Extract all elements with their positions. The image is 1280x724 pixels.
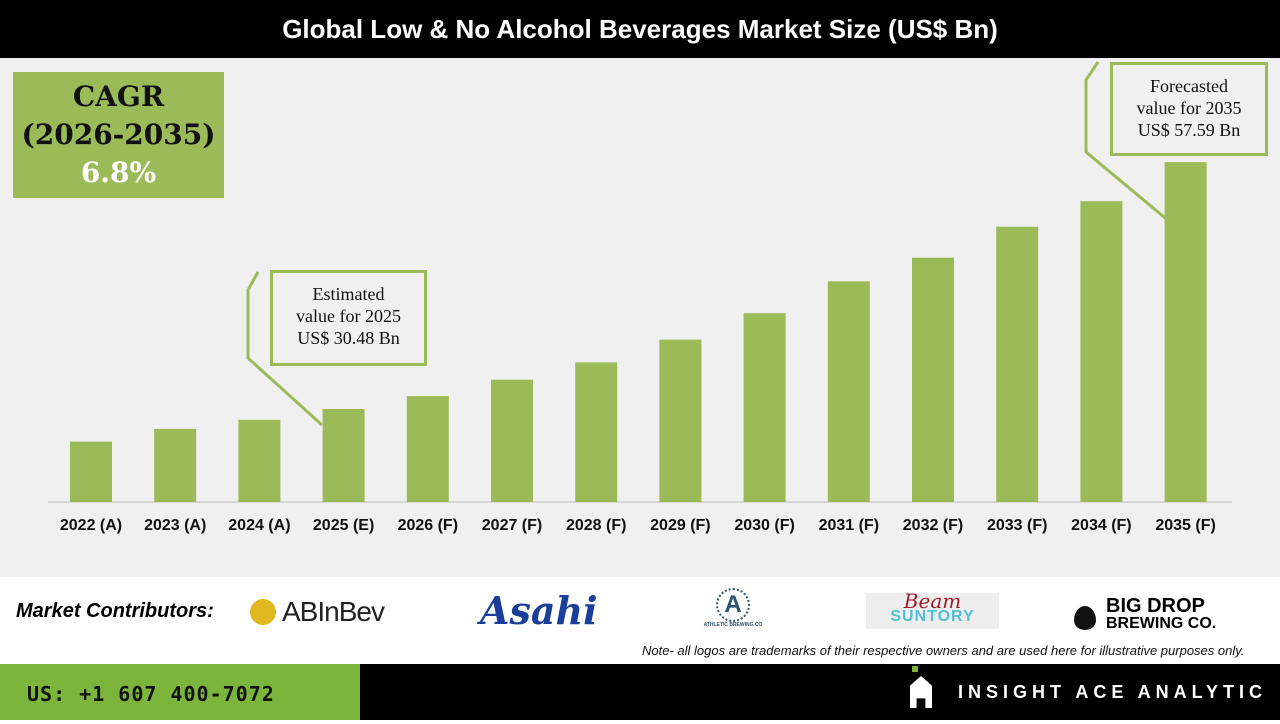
abinbev-logo: ABInBev (250, 596, 385, 628)
big-drop-logo: BIG DROP BREWING CO. (1074, 595, 1217, 632)
est-value: US$ 30.48 Bn (297, 328, 400, 348)
fc-line2: value for 2035 (1136, 98, 1242, 118)
bar-2033 (F) (996, 226, 1039, 503)
brand-name: INSIGHT ACE ANALYTIC (958, 682, 1268, 702)
bar-chart: 2022 (A) 2023 (A) 2024 (A) 2025 (E) 2026 (F)… (48, 61, 1232, 534)
bar-2028 (F) (575, 362, 618, 502)
bar-2029 (F) (659, 339, 702, 502)
x-tick-label: 2022 (A) (60, 517, 122, 534)
estimated-leader-line (246, 271, 324, 427)
x-tick-label: 2034 (F) (1071, 517, 1131, 534)
bar-2031 (F) (827, 281, 870, 502)
x-tick-label: 2033 (F) (987, 517, 1047, 534)
fc-line1: Forecasted (1150, 76, 1228, 96)
contributors-label: Market Contributors: (16, 600, 214, 622)
x-tick-label: 2031 (F) (819, 517, 879, 534)
abinbev-text: ABInBev (282, 596, 385, 627)
x-tick-label: 2025 (E) (313, 517, 374, 534)
footer-bar (360, 664, 1280, 720)
x-tick-label: 2026 (F) (398, 517, 458, 534)
asahi-logo: Asahi (480, 588, 598, 633)
bar-2025 (E) (322, 409, 365, 502)
cagr-value: 6.8% (80, 156, 157, 189)
forecast-callout: Forecasted value for 2035 US$ 57.59 Bn (1110, 62, 1268, 156)
brewing-co-text: BREWING CO. (1106, 615, 1217, 632)
est-line2: value for 2025 (296, 306, 401, 326)
fc-value: US$ 57.59 Bn (1137, 120, 1241, 140)
x-tick-label: 2029 (F) (650, 517, 710, 534)
x-tick-label: 2023 (A) (144, 517, 206, 534)
bar-2032 (F) (912, 257, 954, 502)
athletic-text: ATHLETIC BREWING CO (703, 622, 763, 628)
x-tick-label: 2024 (A) (228, 517, 290, 534)
cagr-label: CAGR (72, 80, 165, 113)
bar-2034 (F) (1080, 201, 1123, 502)
bar-2024 (A) (238, 419, 281, 502)
bar-2027 (F) (491, 379, 533, 502)
suntory-text: SUNTORY (890, 608, 975, 625)
x-tick-label: 2028 (F) (566, 517, 626, 534)
forecast-leader-line (1084, 61, 1171, 224)
brand-dot-icon (912, 666, 918, 672)
bar-2022 (A) (70, 441, 112, 502)
drop-icon (1074, 606, 1096, 630)
big-drop-text: BIG DROP (1106, 595, 1205, 617)
x-tick-label: 2027 (F) (482, 517, 542, 534)
x-tick-label: 2032 (F) (903, 517, 963, 534)
x-tick-label: 2030 (F) (734, 517, 794, 534)
bar-2023 (A) (154, 428, 197, 502)
phone-number: US: +1 607 400-7072 (0, 664, 360, 720)
chart-title: Global Low & No Alcohol Beverages Market… (0, 0, 1280, 58)
athletic-logo: A ATHLETIC BREWING CO (698, 588, 768, 628)
bar-2030 (F) (743, 313, 786, 502)
bar-2026 (F) (406, 396, 449, 502)
beam-suntory-logo: Beam SUNTORY (866, 589, 999, 629)
cagr-box: CAGR (2026-2035) 6.8% (13, 72, 224, 198)
brand-logo-icon (910, 676, 932, 708)
x-tick-label: 2035 (F) (1155, 517, 1215, 534)
estimated-callout: Estimated value for 2025 US$ 30.48 Bn (270, 270, 427, 366)
beam-text: Beam (903, 589, 962, 613)
cagr-period: (2026-2035) (21, 118, 216, 151)
est-line1: Estimated (312, 284, 385, 304)
bar-2035 (F) (1164, 162, 1207, 502)
athletic-emblem-icon: A (716, 588, 750, 622)
abinbev-emblem-icon (250, 599, 276, 625)
trademark-note: Note- all logos are trademarks of their … (642, 643, 1245, 658)
